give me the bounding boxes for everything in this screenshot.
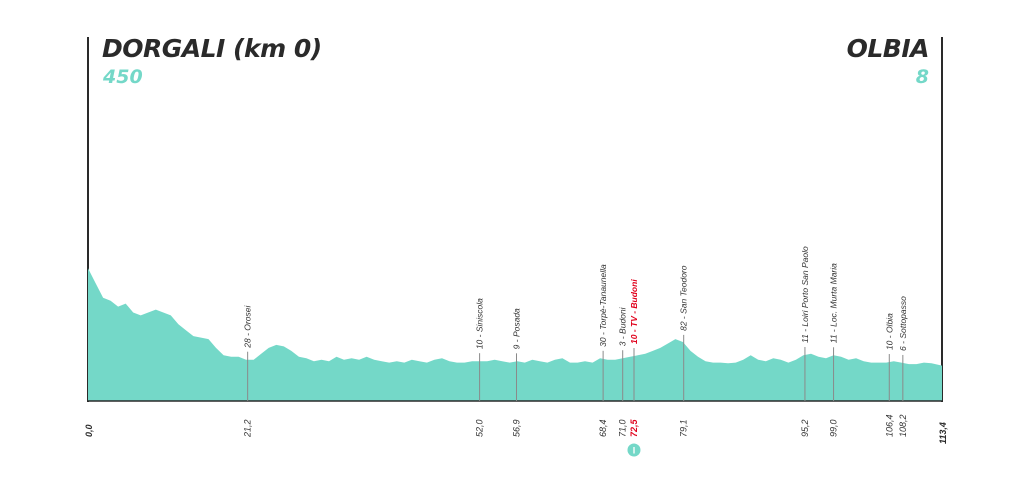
marker-place-label: 28 - Orosei (243, 305, 253, 349)
marker-km-label: 106,4 (884, 414, 894, 437)
marker-10: 6 - Sottopasso 108,2 (898, 296, 908, 437)
marker-km-label: 99,0 (829, 419, 839, 437)
marker-place-label: 10 - TV - Budoni (629, 279, 639, 344)
marker-9: 10 - Olbia 106,4 (884, 313, 894, 437)
marker-place-label: 11 - Loiri Porto San Paolo (800, 246, 810, 343)
marker-1: 10 - Siniscola 52,0 (475, 298, 485, 437)
marker-5: 10 - TV - Budoni 72,5 (629, 279, 639, 437)
marker-place-label: 9 - Posada (512, 308, 522, 349)
elevation-profile-area (88, 268, 942, 401)
marker-place-label: 6 - Sottopasso (898, 296, 908, 351)
finish-elevation: 8 (915, 66, 929, 88)
marker-place-label: 10 - Siniscola (475, 298, 485, 349)
intermediate-sprint-icon: I (627, 443, 641, 457)
marker-2: 9 - Posada 56,9 (512, 308, 522, 437)
start-km-label: 0,0 (84, 424, 94, 437)
marker-8: 11 - Loc. Murta Maria 99,0 (829, 263, 839, 437)
marker-km-label: 108,2 (898, 414, 908, 437)
marker-km-label: 95,2 (800, 419, 810, 437)
marker-km-label: 79,1 (679, 419, 689, 437)
marker-place-label: 82 - San Teodoro (679, 265, 689, 331)
marker-6: 82 - San Teodoro 79,1 (679, 265, 689, 437)
marker-km-label: 56,9 (512, 419, 522, 437)
sprint-icon-label: I (633, 446, 636, 456)
marker-km-label: 71,0 (618, 419, 628, 437)
marker-km-label: 52,0 (475, 419, 485, 437)
marker-km-label: 72,5 (629, 418, 639, 437)
start-elevation: 450 (103, 66, 143, 88)
marker-place-label: 30 - Torpè-Tanaunella (598, 264, 608, 347)
marker-4: 3 - Budoni 71,0 (618, 306, 628, 437)
marker-place-label: 10 - Olbia (884, 313, 894, 350)
end-km-label: 113,4 (938, 422, 948, 444)
finish-town-title: OLBIA (846, 34, 930, 63)
marker-7: 11 - Loiri Porto San Paolo 95,2 (800, 246, 810, 437)
marker-km-label: 21,2 (243, 419, 253, 438)
start-town-title: DORGALI (km 0) (102, 34, 322, 63)
marker-km-label: 68,4 (598, 419, 608, 437)
marker-3: 30 - Torpè-Tanaunella 68,4 (598, 264, 608, 437)
marker-place-label: 11 - Loc. Murta Maria (829, 263, 839, 343)
markers-layer: 28 - Orosei 21,2 10 - Siniscola 52,0 9 - Pos… (243, 246, 908, 438)
marker-0: 28 - Orosei 21,2 (243, 305, 253, 438)
marker-place-label: 3 - Budoni (618, 306, 628, 346)
